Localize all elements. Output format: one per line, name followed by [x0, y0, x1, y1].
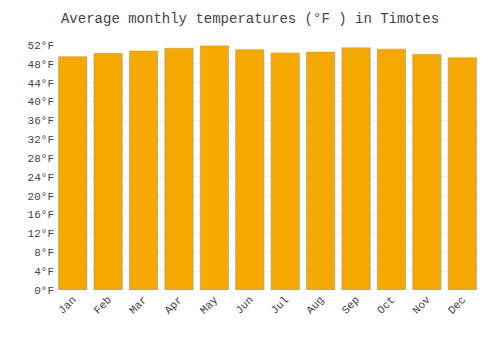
svg-text:16°F: 16°F [28, 209, 54, 221]
svg-text:28°F: 28°F [28, 153, 54, 165]
svg-text:32°F: 32°F [28, 134, 54, 146]
svg-text:Dec: Dec [446, 294, 468, 316]
svg-text:20°F: 20°F [28, 191, 54, 203]
svg-text:Average monthly temperatures (: Average monthly temperatures (°F ) in Ti… [61, 11, 439, 27]
svg-text:Jan: Jan [56, 294, 78, 316]
svg-text:Jun: Jun [233, 294, 255, 316]
svg-text:48°F: 48°F [28, 59, 54, 71]
svg-text:Jul: Jul [269, 294, 291, 316]
svg-text:Mar: Mar [127, 294, 149, 316]
svg-text:40°F: 40°F [28, 96, 54, 108]
svg-text:36°F: 36°F [28, 115, 54, 127]
svg-text:Feb: Feb [92, 294, 114, 316]
svg-text:52°F: 52°F [28, 40, 54, 52]
svg-text:Apr: Apr [162, 294, 184, 316]
svg-text:8°F: 8°F [34, 247, 54, 259]
svg-text:0°F: 0°F [34, 285, 54, 297]
svg-text:Sep: Sep [340, 294, 362, 316]
svg-text:Oct: Oct [375, 294, 397, 316]
svg-text:24°F: 24°F [28, 172, 54, 184]
svg-text:Aug: Aug [304, 294, 326, 316]
svg-text:12°F: 12°F [28, 228, 54, 240]
svg-text:44°F: 44°F [28, 78, 54, 90]
svg-text:May: May [198, 294, 221, 317]
svg-text:Nov: Nov [410, 294, 433, 317]
svg-text:4°F: 4°F [34, 266, 54, 278]
